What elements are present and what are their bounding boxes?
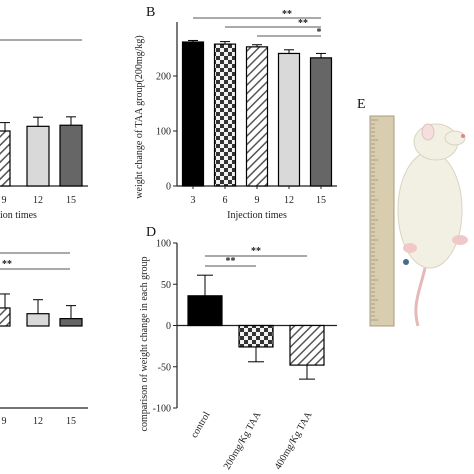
d-ytick-label: 0 [166,321,171,332]
b-bar [309,57,333,187]
b-bar [245,46,269,187]
panel-e-photo: E [357,97,468,327]
c-bar [0,307,11,327]
panel-c-partial: ** 9 12 15 [0,252,88,427]
b-bar [277,52,301,187]
b-ytick-label: 200 [156,72,171,83]
a-xlabel-fragment: ion times [0,210,37,221]
d-ytick-label: -100 [153,404,171,415]
b-xtick-label: 3 [191,195,196,206]
d-ytick-label: 50 [161,280,171,291]
panel-b: B weight change of TAA group(200mg/kg) I… [134,5,337,221]
a-bar [59,124,83,187]
d-ytick-label: -50 [158,362,171,373]
b-bar [213,43,237,187]
d-sig-stars: ** [251,246,261,257]
b-ytick-label: 100 [156,127,171,138]
panel-e-letter: E [357,97,366,112]
panel-a-partial: 9 12 15 ion times [0,39,88,221]
a-xtick-label: 15 [66,195,76,206]
b-xtick-label: 12 [284,195,294,206]
d-xtick-label: 400mg/Kg TAA [273,409,315,471]
c-bar [26,313,50,327]
panel-b-xlabel: Injection times [227,210,287,221]
panel-b-letter: B [146,5,155,20]
c-xtick-label: 12 [33,416,43,427]
panel-d-letter: D [146,225,156,240]
b-sig-stars: ** [282,9,292,20]
d-bar [238,324,274,348]
b-bar [181,41,205,187]
a-xtick-label: 9 [2,195,7,206]
d-bar [187,295,223,327]
c-xtick-label: 15 [66,416,76,427]
d-bar [289,324,325,366]
d-ytick-label: 100 [156,239,171,250]
b-ytick-label: 0 [166,182,171,193]
a-bar [0,130,11,187]
panel-d-ylabel: comparison of weight change in each grou… [139,257,150,432]
b-xtick-label: 6 [223,195,228,206]
d-sig-stars: ** [226,256,236,267]
d-xtick-label: control [189,410,213,440]
b-sig-stars: * [317,27,322,38]
b-xtick-label: 15 [316,195,326,206]
c-sig-stars: ** [2,259,12,270]
c-bar [59,318,83,327]
d-xtick-label: 200mg/Kg TAA [222,409,264,471]
a-xtick-label: 12 [33,195,43,206]
panel-d: D comparison of weight change in each gr… [139,225,337,472]
ruler-ticks [371,119,378,321]
rat-illustration [397,123,468,327]
a-bar [26,125,50,187]
panel-b-ylabel: weight change of TAA group(200mg/kg) [134,35,145,198]
b-xtick-label: 9 [255,195,260,206]
c-xtick-label: 9 [2,416,7,427]
b-sig-stars: ** [298,18,308,29]
ruler [369,115,395,327]
